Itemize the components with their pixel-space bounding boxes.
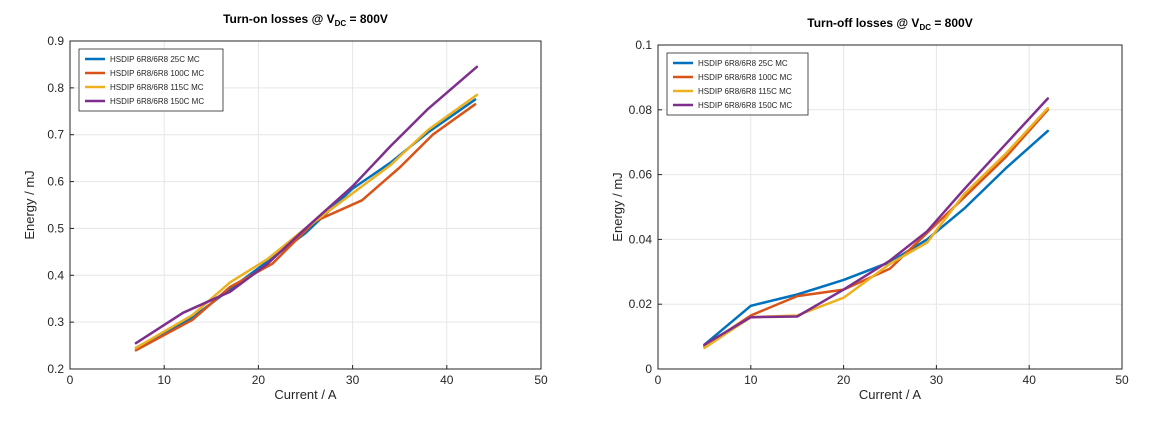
legend-label-3: HSDIP 6R8/6R8 115C MC [110, 83, 204, 92]
x-tick-label: 0 [655, 373, 662, 387]
y-tick-label: 0.4 [47, 268, 64, 282]
y-tick-label: 0.7 [47, 128, 64, 142]
x-tick-label: 50 [1115, 373, 1129, 387]
chart-2: 0 10 20 30 40 50 0 0.02 0.04 0.06 0.08 0.1 Turn-off … [610, 16, 1129, 402]
chart-1: 0 10 20 30 40 50 0.2 0.3 0.4 0.5 0.6 0.7 0.8 0.9 Turn-… [22, 12, 548, 402]
y-tick-label: 0.5 [47, 221, 64, 235]
legend-label-1: HSDIP 6R8/6R8 25C MC [110, 55, 200, 64]
x-tick-label: 40 [440, 373, 454, 387]
x-tick-label: 10 [158, 373, 172, 387]
series-line-1 [703, 129, 1050, 346]
y-tick-label: 0.8 [47, 81, 64, 95]
legend-label-2: HSDIP 6R8/6R8 100C MC [110, 69, 204, 78]
y-axis-label: Energy / mJ [610, 172, 625, 241]
legend-label-2: HSDIP 6R8/6R8 100C MC [698, 73, 792, 82]
series-line-4 [134, 65, 479, 345]
series-line-2 [703, 108, 1050, 348]
chart-title: Turn-on losses @ VDC = 800V [223, 12, 388, 28]
y-tick-label: 0.08 [629, 103, 653, 117]
y-tick-label: 0.6 [47, 175, 64, 189]
y-tick-label: 0.04 [629, 232, 653, 246]
legend-label-3: HSDIP 6R8/6R8 115C MC [698, 87, 792, 96]
y-tick-label: 0.1 [635, 38, 652, 52]
x-tick-label: 30 [930, 373, 944, 387]
axes-box [657, 44, 1123, 370]
x-tick-label: 40 [1023, 373, 1037, 387]
y-tick-label: 0.3 [47, 315, 64, 329]
y-tick-label: 0.2 [47, 362, 64, 376]
legend-label-4: HSDIP 6R8/6R8 150C MC [698, 101, 792, 110]
y-tick-label: 0.06 [629, 168, 653, 182]
chart-title: Turn-off losses @ VDC = 800V [807, 16, 972, 32]
x-tick-label: 20 [252, 373, 266, 387]
x-tick-label: 10 [744, 373, 758, 387]
y-tick-label: 0.02 [629, 297, 653, 311]
y-tick-label: 0 [645, 362, 652, 376]
x-axis-label: Current / A [274, 387, 336, 402]
y-axis-label: Energy / mJ [22, 170, 37, 239]
x-tick-label: 20 [837, 373, 851, 387]
series-line-4 [703, 97, 1050, 346]
legend-label-4: HSDIP 6R8/6R8 150C MC [110, 97, 204, 106]
x-tick-label: 0 [67, 373, 74, 387]
y-tick-label: 0.9 [47, 34, 64, 48]
x-tick-label: 30 [346, 373, 360, 387]
x-axis-label: Current / A [859, 387, 921, 402]
legend-label-1: HSDIP 6R8/6R8 25C MC [698, 59, 788, 68]
x-tick-label: 50 [534, 373, 548, 387]
axes-box [69, 40, 542, 370]
